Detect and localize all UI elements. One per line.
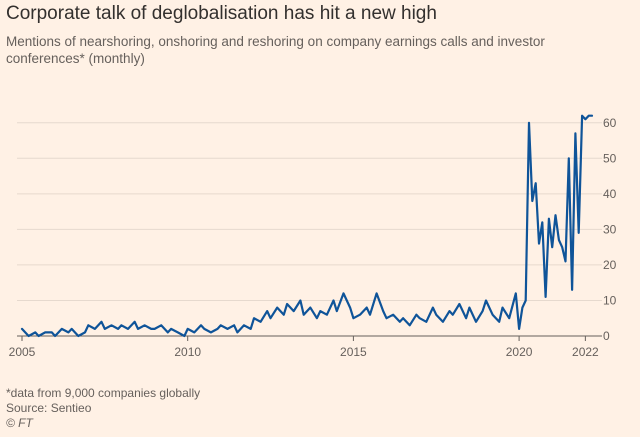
x-tick-label-2005: 2005 bbox=[9, 345, 36, 359]
y-tick-label-50: 50 bbox=[603, 151, 617, 165]
x-tick-label-2022: 2022 bbox=[572, 345, 599, 359]
chart-subtitle: Mentions of nearshoring, onshoring and r… bbox=[6, 34, 545, 66]
y-axis-ticks: 0 10 20 30 40 50 60 bbox=[603, 116, 617, 343]
y-tick-label-30: 30 bbox=[603, 222, 617, 236]
x-tick-label-2020: 2020 bbox=[506, 345, 533, 359]
y-tick-label-60: 60 bbox=[603, 116, 617, 130]
series-line-0 bbox=[20, 114, 594, 338]
copyright: © FT bbox=[6, 416, 33, 430]
gridlines bbox=[17, 122, 602, 337]
footnote: *data from 9,000 companies globally bbox=[6, 386, 201, 400]
y-tick-label-20: 20 bbox=[603, 258, 617, 272]
x-tick-label-2010: 2010 bbox=[174, 345, 201, 359]
chart-title: Corporate talk of deglobalisation has hi… bbox=[6, 3, 437, 24]
source-note: Source: Sentieo bbox=[6, 401, 92, 415]
y-tick-label-10: 10 bbox=[603, 293, 617, 307]
x-tick-label-2015: 2015 bbox=[340, 345, 367, 359]
y-tick-label-40: 40 bbox=[603, 187, 617, 201]
series-group bbox=[20, 114, 594, 338]
y-tick-label-0: 0 bbox=[603, 329, 610, 343]
x-axis: 2005 2010 2015 2020 2022 bbox=[9, 336, 599, 359]
